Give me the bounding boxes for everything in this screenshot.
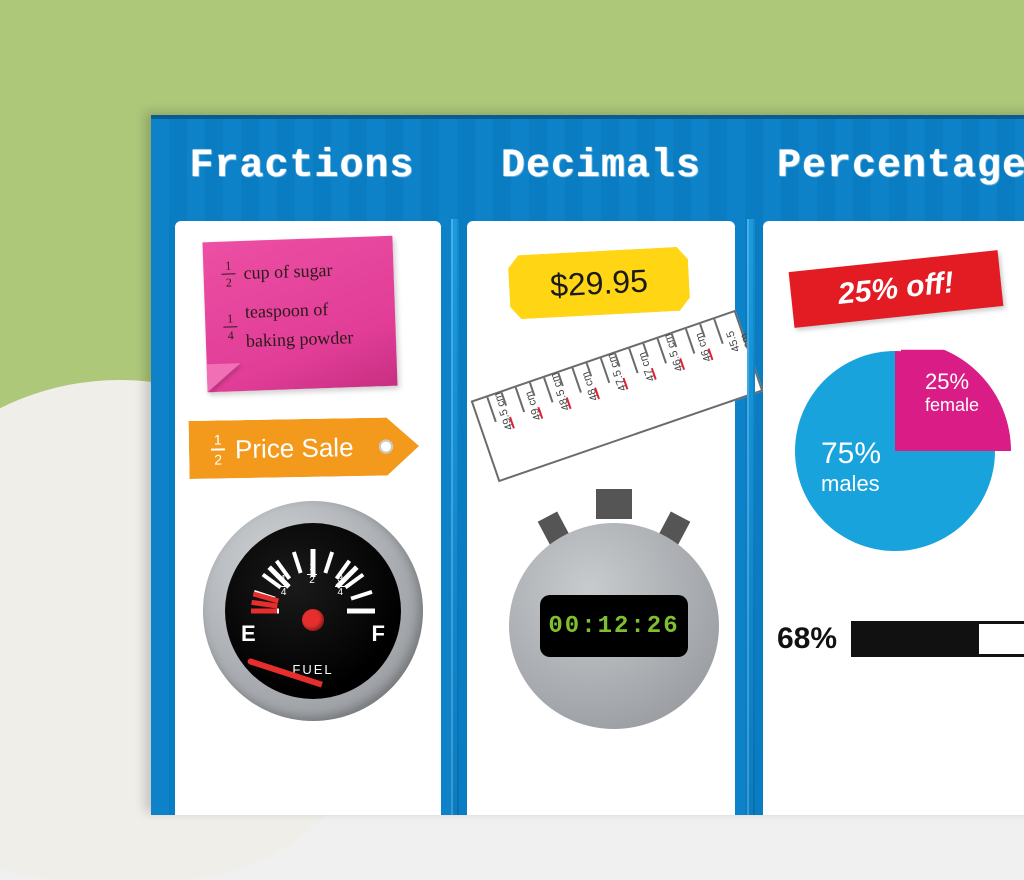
pie-chart: 75% males 25% female: [795, 351, 995, 551]
poster: Fractions 1 2 cup of sugar 1: [151, 115, 1024, 815]
ruler-label: 48 cm: [580, 370, 601, 402]
progress-pct-text: 68%: [777, 622, 837, 656]
column-title-percentages: Percentages: [749, 119, 1024, 214]
ruler-label: 47.5 cm: [605, 352, 629, 393]
stopwatch-crown-icon: [596, 489, 632, 519]
fuel-gauge: E F FUEL 141234: [203, 501, 423, 721]
pie-male-pct: 75%: [821, 437, 881, 471]
pie-male-label: males: [821, 471, 880, 497]
column-title-decimals: Decimals: [453, 119, 749, 214]
ruler-label: 49.5 cm: [492, 391, 516, 432]
column-percentages: Percentages 25% off! 75% males 25% femal…: [749, 119, 1024, 815]
column-fractions: Fractions 1 2 cup of sugar 1: [151, 119, 453, 815]
discount-text: 25% off!: [836, 266, 955, 312]
ruler-label: 49 cm: [523, 390, 544, 422]
stopwatch-time: 00:12:26: [548, 613, 679, 640]
ruler-tick: [572, 368, 582, 393]
gauge-hub: [302, 609, 324, 631]
stopwatch: 00:12:26: [509, 489, 719, 729]
progress-fill: [854, 624, 979, 654]
sticky-frac-2: 1 4: [223, 312, 238, 341]
gauge-tick: [292, 551, 303, 573]
gauge-full-label: F: [372, 621, 385, 647]
panel-fractions: 1 2 cup of sugar 1 4 teaspoon of baking …: [175, 221, 441, 815]
column-title-fractions: Fractions: [151, 119, 453, 214]
panel-decimals: $29.95 49.5 cm 49 cm48.5 cm 48 cm47.5 cm 47…: [467, 221, 735, 815]
gauge-tick: [323, 551, 334, 573]
pie-female-pct: 25%: [925, 369, 969, 395]
yellow-price-tag: $29.95: [507, 246, 690, 319]
price-text: $29.95: [549, 262, 649, 304]
ruler-label: 46.5 cm: [662, 332, 686, 373]
gauge-tick: [347, 609, 375, 614]
gauge-tick: [350, 590, 372, 601]
gauge-tick-red: [251, 609, 277, 614]
sticky-frac-1: 1 2: [221, 259, 236, 288]
ruler-label: 47 cm: [637, 351, 658, 383]
ruler-label: 48.5 cm: [548, 371, 572, 412]
ruler-tick: [713, 319, 723, 344]
sticky-text-1: cup of sugar: [243, 256, 333, 288]
tag-frac: 1 2: [211, 432, 226, 466]
ruler-label: 46 cm: [693, 331, 714, 363]
gauge-fraction: 14: [279, 575, 289, 598]
progress-track: [851, 621, 1024, 657]
price-sale-tag: 1 2 Price Sale: [189, 417, 420, 479]
gauge-fraction: 12: [307, 563, 317, 586]
pie-female-label: female: [925, 395, 979, 416]
ruler-tick: [628, 348, 638, 373]
gauge-empty-label: E: [241, 621, 256, 647]
discount-tag: 25% off!: [789, 250, 1004, 328]
ruler: 49.5 cm 49 cm48.5 cm 48 cm47.5 cm 47 cm46.5…: [471, 310, 764, 482]
tag-hole-icon: [379, 439, 393, 453]
progress-bar: 68%: [777, 621, 1024, 657]
gauge-fraction: 34: [335, 575, 345, 598]
sticky-text-2: teaspoon of baking powder: [244, 293, 382, 355]
ruler-tick: [515, 387, 525, 412]
sticky-note: 1 2 cup of sugar 1 4 teaspoon of baking …: [202, 236, 397, 393]
tag-text: Price Sale: [235, 432, 354, 465]
panel-percentages: 25% off! 75% males 25% female 68%: [763, 221, 1024, 815]
column-decimals: Decimals $29.95 49.5 cm 49 cm48.5 cm 48 cm…: [453, 119, 749, 815]
stopwatch-screen: 00:12:26: [540, 595, 688, 657]
ruler-tick: [685, 329, 695, 354]
